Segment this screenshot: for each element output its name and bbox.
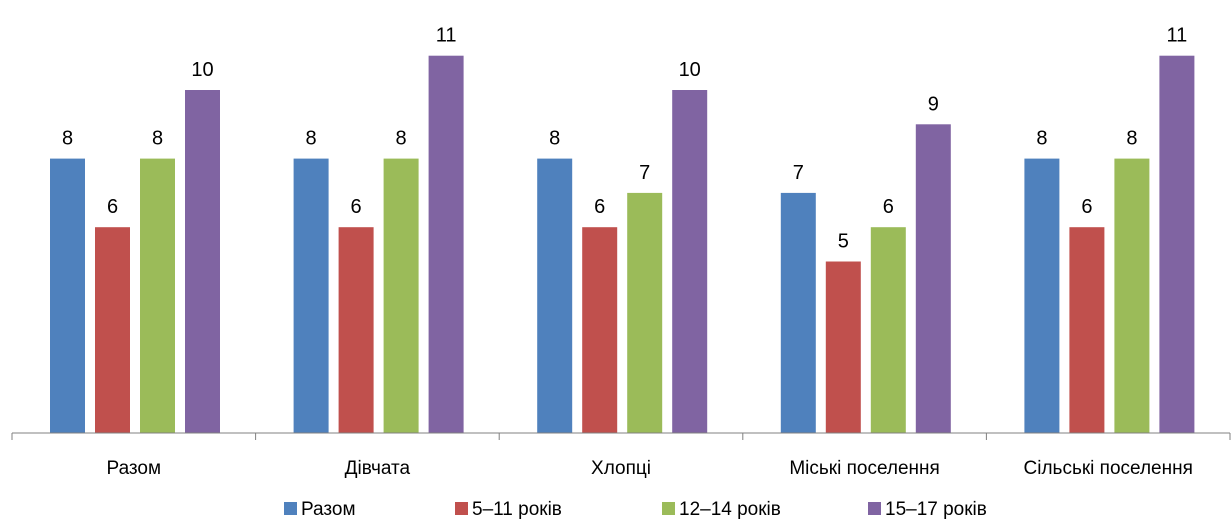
bar bbox=[293, 158, 329, 433]
legend-swatch bbox=[662, 502, 675, 515]
data-label: 7 bbox=[793, 162, 804, 184]
legend-swatch bbox=[284, 502, 297, 515]
data-labels-layer: 8 6 8 10 8 6 8 11 8 6 7 10 7 5 6 9 8 6 8 11 bbox=[62, 25, 1187, 253]
data-label: 7 bbox=[639, 162, 650, 184]
category-label: Хлопці bbox=[591, 458, 651, 479]
data-label: 6 bbox=[351, 196, 362, 218]
category-label: Разом bbox=[107, 458, 162, 479]
data-label: 6 bbox=[883, 196, 894, 218]
legend-label: 5–11 років bbox=[472, 499, 562, 520]
bar bbox=[1024, 158, 1060, 433]
bar bbox=[95, 227, 130, 433]
data-label: 11 bbox=[1167, 25, 1188, 47]
legend-label: Разом bbox=[301, 499, 356, 520]
bar bbox=[140, 158, 175, 433]
category-label: Дівчата bbox=[345, 458, 411, 479]
bars-layer bbox=[50, 55, 1195, 434]
data-label: 10 bbox=[679, 59, 701, 81]
legend-item: Разом bbox=[284, 499, 356, 520]
data-label: 8 bbox=[1126, 128, 1137, 150]
bar bbox=[1114, 158, 1150, 433]
bar bbox=[428, 55, 464, 433]
bar bbox=[627, 192, 663, 433]
data-label: 5 bbox=[838, 231, 849, 253]
category-labels: Разом Дівчата Хлопці Міські поселення Сільсь… bbox=[107, 458, 1193, 479]
data-label: 8 bbox=[306, 128, 317, 150]
bar bbox=[672, 90, 708, 433]
legend-swatch bbox=[455, 502, 468, 515]
legend-label: 12–14 років bbox=[679, 499, 781, 520]
data-label: 8 bbox=[396, 128, 407, 150]
x-axis bbox=[11, 432, 1231, 440]
legend-item: 12–14 років bbox=[662, 499, 781, 520]
data-label: 10 bbox=[191, 59, 213, 81]
legend: Разом 5–11 років 12–14 років 15–17 років bbox=[284, 499, 987, 520]
bar bbox=[383, 158, 419, 433]
bar bbox=[825, 261, 861, 433]
bar bbox=[582, 227, 618, 433]
data-label: 8 bbox=[1036, 128, 1047, 150]
data-label: 11 bbox=[436, 25, 457, 47]
bar bbox=[780, 192, 816, 433]
category-label: Міські поселення bbox=[789, 458, 939, 479]
bar bbox=[185, 90, 220, 433]
data-label: 6 bbox=[594, 196, 605, 218]
data-label: 6 bbox=[1081, 196, 1092, 218]
legend-label: 15–17 років bbox=[885, 499, 987, 520]
data-label: 8 bbox=[152, 128, 163, 150]
data-label: 8 bbox=[62, 128, 73, 150]
legend-item: 15–17 років bbox=[868, 499, 987, 520]
data-label: 9 bbox=[928, 93, 939, 115]
bar bbox=[1069, 227, 1105, 433]
bar bbox=[338, 227, 374, 433]
data-label: 6 bbox=[107, 196, 118, 218]
bar bbox=[870, 227, 906, 433]
legend-swatch bbox=[868, 502, 881, 515]
bar bbox=[50, 158, 85, 433]
category-label: Сільські поселення bbox=[1024, 458, 1193, 479]
data-label: 8 bbox=[549, 128, 560, 150]
bar bbox=[537, 158, 573, 433]
legend-item: 5–11 років bbox=[455, 499, 562, 520]
bar bbox=[1159, 55, 1195, 433]
bar bbox=[915, 124, 951, 434]
